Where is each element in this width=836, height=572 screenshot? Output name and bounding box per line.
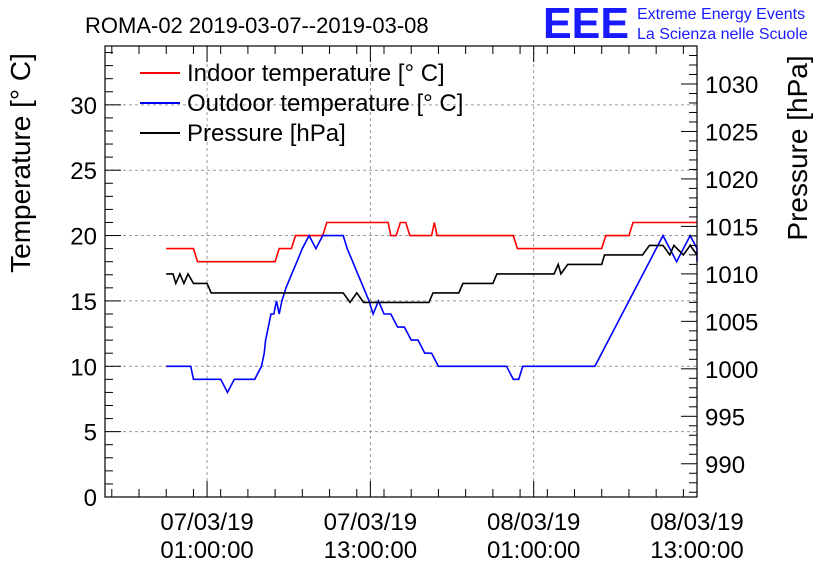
y-left-tick-label: 0 (84, 485, 97, 512)
y-left-tick-label: 30 (70, 93, 97, 120)
legend-label-indoor: Indoor temperature [° C] (187, 60, 445, 87)
y-left-tick-label: 20 (70, 224, 97, 251)
eee-logo-line1: Extreme Energy Events (637, 6, 805, 23)
x-tick-label-time: 13:00:00 (324, 537, 417, 564)
y-right-tick-label: 995 (705, 404, 745, 431)
x-tick-label-date: 07/03/19 (160, 509, 253, 536)
series-layer (166, 221, 698, 395)
y-right-tick-label: 1025 (705, 119, 758, 146)
x-tick-label-time: 13:00:00 (650, 537, 743, 564)
grid-layer (105, 46, 698, 497)
y-right-tick-label: 1010 (705, 262, 758, 289)
eee-logo-line2: La Scienza nelle Scuole (637, 26, 808, 43)
y-right-tick-label: 1015 (705, 214, 758, 241)
y-left-tick-label: 25 (70, 158, 97, 185)
plot-frame (104, 45, 698, 498)
y-axis-right-title: Pressure [hPa] (782, 55, 813, 240)
eee-logo-mark: EEE (543, 0, 629, 48)
y-right-tick-label: 990 (705, 452, 745, 479)
y-left-tick-label: 5 (84, 420, 97, 447)
series-line-pressure (166, 244, 698, 304)
label-layer: 0510152025309909951000100510101015102010… (70, 72, 758, 564)
x-tick-label-date: 08/03/19 (650, 509, 743, 536)
eee-logo: EEE Extreme Energy Events La Scienza nel… (543, 0, 808, 48)
legend-label-pressure: Pressure [hPa] (187, 120, 346, 147)
legend: Indoor temperature [° C] Outdoor tempera… (140, 60, 463, 147)
x-tick-label-date: 07/03/19 (324, 509, 417, 536)
y-axis-left-title: Temperature [° C] (5, 53, 36, 273)
tick-layer (105, 46, 698, 498)
x-tick-label-time: 01:00:00 (487, 537, 580, 564)
y-right-tick-label: 1020 (705, 167, 758, 194)
x-tick-label-time: 01:00:00 (160, 537, 253, 564)
y-right-tick-label: 1000 (705, 357, 758, 384)
y-right-tick-label: 1030 (705, 72, 758, 99)
series-line-outdoor-temperature (166, 233, 698, 395)
y-right-tick-label: 1005 (705, 309, 758, 336)
y-left-tick-label: 10 (70, 354, 97, 381)
legend-label-outdoor: Outdoor temperature [° C] (187, 90, 463, 117)
chart-title: ROMA-02 2019-03-07--2019-03-08 (85, 13, 429, 38)
series-line-indoor-temperature (166, 221, 697, 263)
x-tick-label-date: 08/03/19 (487, 509, 580, 536)
y-left-tick-label: 15 (70, 289, 97, 316)
